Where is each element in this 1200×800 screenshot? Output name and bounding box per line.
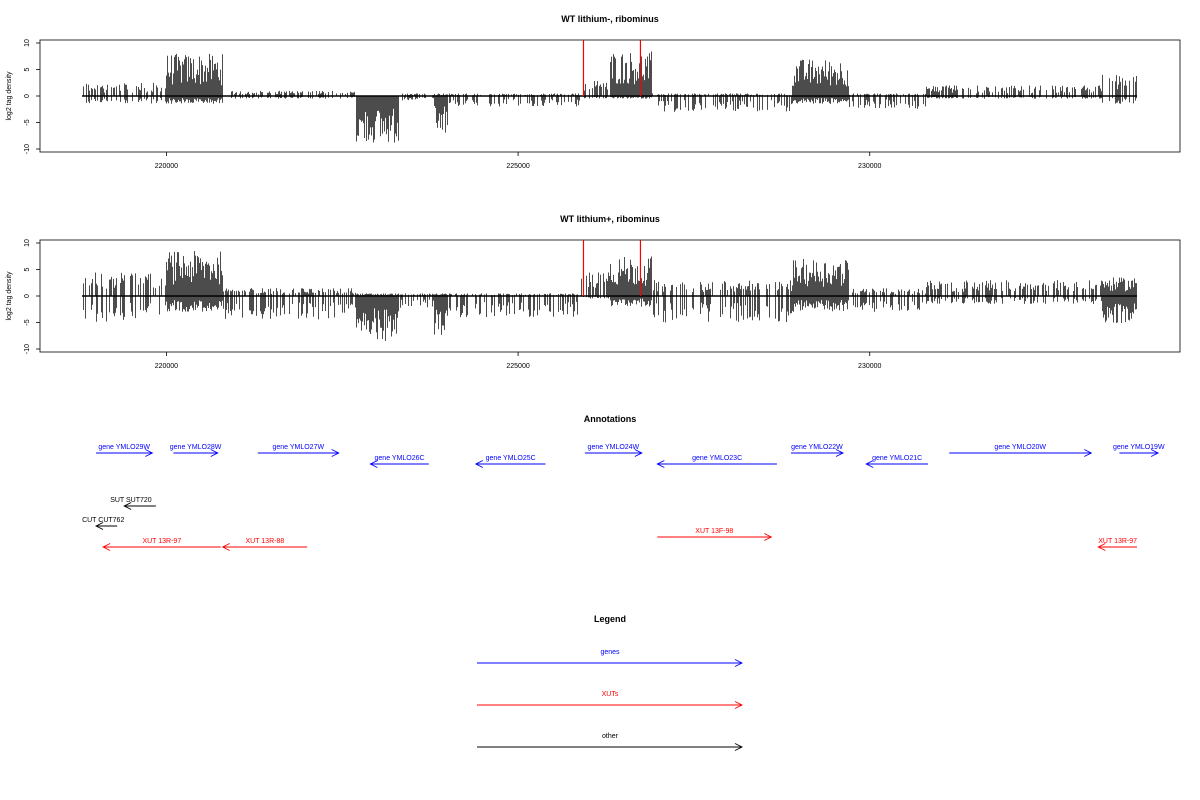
- annotation-gene: gene YMLO25C: [474, 455, 546, 468]
- annotation-gene: gene YMLO19W: [1113, 444, 1165, 457]
- annotation-label: gene YMLO22W: [791, 444, 843, 451]
- x-tick-label: 230000: [858, 163, 881, 170]
- x-tick-label: 230000: [858, 363, 881, 370]
- coverage-panel-lithium-plus: WT lithium+, ribominus log2 tag density -1…: [6, 214, 1181, 370]
- annotation-label: CUT CUT762: [82, 517, 124, 524]
- annotation-arrowhead: [221, 543, 230, 551]
- annotation-label: XUT 13R-97: [142, 538, 181, 545]
- annotation-xut: XUT 13R-88: [221, 538, 308, 551]
- x-tick-label: 220000: [155, 363, 178, 370]
- y-tick-label: -10: [24, 144, 31, 154]
- annotation-gene: gene YMLO28W: [170, 444, 222, 457]
- annotation-label: gene YMLO19W: [1113, 444, 1165, 451]
- legend-title: Legend: [594, 614, 626, 624]
- annotation-arrowhead: [210, 449, 219, 457]
- legend-label: other: [602, 733, 619, 740]
- annotation-gene: gene YMLO24W: [584, 444, 643, 457]
- annotation-arrowhead: [145, 449, 154, 457]
- y-tick-label: 0: [24, 94, 31, 98]
- annotation-label: gene YMLO21C: [872, 455, 922, 462]
- annotation-gene: gene YMLO23C: [656, 455, 777, 468]
- annotation-label: XUT 13R-97: [1098, 538, 1137, 545]
- chart-title: WT lithium-, ribominus: [561, 14, 659, 24]
- annotation-track: Annotations gene YMLO29W gene YMLO28W gene …: [82, 414, 1165, 551]
- annotation-label: XUT 13F-98: [695, 528, 733, 535]
- y-tick-label: 0: [24, 294, 31, 298]
- annotation-arrowhead: [764, 533, 773, 541]
- annotation-arrowhead: [656, 460, 665, 468]
- legend-arrowhead: [734, 743, 744, 751]
- annotation-arrowhead: [331, 449, 340, 457]
- legend-arrowhead: [734, 701, 744, 709]
- y-axis-label: log2 tag density: [6, 71, 13, 121]
- annotation-other: SUT SUT720: [110, 497, 156, 510]
- annotation-other: CUT CUT762: [82, 517, 124, 530]
- annotation-arrowhead: [1084, 449, 1093, 457]
- legend-arrowhead: [734, 659, 744, 667]
- chart-title: WT lithium+, ribominus: [560, 214, 660, 224]
- legend-label: genes: [600, 649, 620, 656]
- annotation-label: gene YMLO20W: [994, 444, 1046, 451]
- legend-item-xut: XUTs: [477, 691, 744, 709]
- annotation-label: gene YMLO25C: [486, 455, 536, 462]
- annotation-arrowhead: [634, 449, 643, 457]
- annotation-label: gene YMLO26C: [375, 455, 425, 462]
- annotation-label: gene YMLO27W: [272, 444, 324, 451]
- annotation-label: gene YMLO24W: [588, 444, 640, 451]
- annotation-arrowhead: [1097, 543, 1106, 551]
- y-tick-label: 5: [24, 67, 31, 71]
- annotation-label: gene YMLO29W: [98, 444, 150, 451]
- y-tick-label: 10: [24, 39, 31, 47]
- y-tick-label: -5: [24, 319, 31, 325]
- legend-item-gene: genes: [477, 649, 744, 667]
- annotation-label: gene YMLO28W: [170, 444, 222, 451]
- annotation-label: gene YMLO23C: [692, 455, 742, 462]
- annotation-xut: XUT 13F-98: [657, 528, 773, 541]
- coverage-bars: [83, 51, 1137, 143]
- y-tick-label: -10: [24, 344, 31, 354]
- annotation-arrowhead: [95, 522, 104, 530]
- annotation-gene: gene YMLO27W: [257, 444, 340, 457]
- y-tick-label: -5: [24, 119, 31, 125]
- annotation-arrowhead: [123, 502, 132, 510]
- annotation-gene: gene YMLO26C: [369, 455, 429, 468]
- y-tick-label: 5: [24, 267, 31, 271]
- annotation-xut: XUT 13R-97: [102, 538, 221, 551]
- annotation-label: XUT 13R-88: [245, 538, 284, 545]
- annotation-xut: XUT 13R-97: [1097, 538, 1137, 551]
- annotation-gene: gene YMLO22W: [790, 444, 845, 457]
- y-axis-label: log2 tag density: [6, 271, 13, 321]
- annotation-gene: gene YMLO21C: [865, 455, 929, 468]
- legend-label: XUTs: [602, 691, 619, 698]
- coverage-panel-lithium-minus: WT lithium-, ribominus log2 tag density -1…: [6, 14, 1181, 170]
- annotation-label: SUT SUT720: [110, 497, 152, 504]
- x-tick-label: 220000: [155, 163, 178, 170]
- annotation-arrowhead: [865, 460, 874, 468]
- annotation-gene: gene YMLO20W: [949, 444, 1093, 457]
- legend: Legend genes XUTs other: [477, 614, 744, 751]
- annotation-arrowhead: [835, 449, 845, 457]
- annotations-title: Annotations: [584, 414, 637, 424]
- y-tick-label: 10: [24, 239, 31, 247]
- x-tick-label: 225000: [506, 363, 529, 370]
- x-tick-label: 225000: [506, 163, 529, 170]
- annotation-gene: gene YMLO29W: [96, 444, 154, 457]
- legend-item-other: other: [477, 733, 744, 751]
- annotation-arrowhead: [474, 460, 484, 468]
- annotation-arrowhead: [102, 543, 111, 551]
- annotation-arrowhead: [369, 460, 378, 468]
- annotation-arrowhead: [1150, 449, 1160, 457]
